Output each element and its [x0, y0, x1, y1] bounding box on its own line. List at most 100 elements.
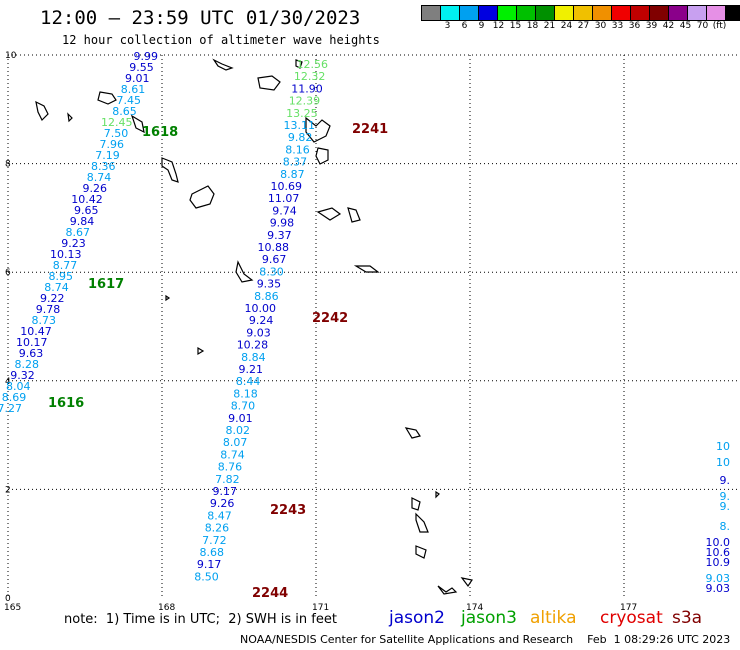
- swh-value: 10.6: [706, 546, 731, 559]
- swh-value: 9.65: [74, 204, 99, 217]
- swh-value: 9.21: [239, 363, 264, 376]
- swh-value: 10: [716, 440, 730, 453]
- y-tick-label: 4: [5, 377, 11, 387]
- swh-value: 9.32: [10, 369, 35, 382]
- swh-value: 10.47: [20, 325, 52, 338]
- swh-value: 9.22: [40, 292, 65, 305]
- island: [315, 147, 329, 165]
- legend-label: 15: [509, 21, 522, 31]
- y-tick-label: 10: [5, 51, 17, 61]
- swh-value: 9.: [720, 490, 731, 503]
- swh-value: 9.17: [213, 485, 238, 498]
- footer-note: note: 1) Time is in UTC; 2) SWH is in fe…: [64, 612, 337, 627]
- legend-label: 9: [478, 21, 485, 31]
- island: [415, 512, 429, 533]
- satellite-cryosat: cryosat: [600, 608, 663, 628]
- swh-value: 8.18: [233, 387, 258, 400]
- swh-value: 9.98: [270, 217, 295, 230]
- swh-value: 8.04: [6, 380, 31, 393]
- swh-value: 10.17: [16, 336, 48, 349]
- x-tick-label: 165: [4, 603, 21, 613]
- island: [353, 265, 380, 273]
- swh-value: 9.67: [262, 253, 287, 266]
- swh-value: 9.84: [70, 215, 95, 228]
- island: [435, 490, 440, 499]
- island: [189, 185, 215, 209]
- island: [212, 58, 234, 71]
- color-legend: [421, 5, 740, 21]
- pass-time-label: 2242: [312, 311, 348, 326]
- swh-value: 9.03: [706, 582, 731, 595]
- swh-value: 8.47: [207, 509, 232, 522]
- swh-value: 9.03: [706, 572, 731, 585]
- swh-value: 9.03: [246, 326, 271, 339]
- swh-value: 8.68: [200, 546, 225, 559]
- swh-value: 8.50: [194, 570, 219, 583]
- swh-value: 7.27: [0, 402, 22, 415]
- swh-value: 10.13: [50, 248, 82, 261]
- legend-label: 33: [611, 21, 624, 31]
- swh-value: 10.42: [71, 193, 103, 206]
- swh-value: 10: [716, 456, 730, 469]
- x-tick-label: 177: [620, 603, 637, 613]
- swh-value: 9.82: [288, 131, 313, 144]
- swh-value: 13.11: [284, 119, 316, 132]
- legend-label: 6: [461, 21, 468, 31]
- island: [130, 114, 145, 134]
- swh-value: 7.72: [202, 534, 227, 547]
- swh-value: 8.74: [44, 281, 69, 294]
- y-tick-label: 2: [5, 485, 11, 495]
- legend-label: 70: [696, 21, 709, 31]
- swh-value: 8.30: [259, 265, 284, 278]
- swh-value: 12.45: [101, 116, 133, 129]
- swh-value: 8.: [720, 520, 731, 533]
- legend-label: 36: [628, 21, 641, 31]
- y-tick-label: 0: [5, 594, 11, 604]
- swh-value: 11.07: [268, 192, 300, 205]
- legend-label: 18: [526, 21, 539, 31]
- pass-time-label: 1617: [88, 277, 124, 292]
- swh-value: 9.24: [249, 314, 274, 327]
- swh-value: 8.95: [49, 270, 74, 283]
- swh-value: 8.44: [236, 375, 261, 388]
- swh-value: 9.26: [210, 497, 235, 510]
- satellite-altika: altika: [530, 608, 577, 628]
- legend-label: 39: [645, 21, 658, 31]
- island: [305, 116, 331, 143]
- coastlines: [35, 58, 473, 595]
- y-tick-label: 6: [5, 268, 11, 278]
- swh-value: 7.19: [95, 149, 120, 162]
- legend-swatch: [725, 5, 740, 21]
- swh-value: 10.9: [706, 556, 731, 569]
- swh-value: 8.28: [15, 358, 40, 371]
- island: [460, 577, 473, 588]
- pass-time-label: 2244: [252, 586, 288, 601]
- swh-value: 10.00: [245, 302, 277, 315]
- legend-label: 30: [594, 21, 607, 31]
- swh-value: 8.37: [283, 156, 308, 169]
- island: [235, 260, 254, 283]
- map-subtitle: 12 hour collection of altimeter wave hei…: [62, 33, 380, 47]
- swh-value: 8.02: [226, 424, 251, 437]
- swh-value: 8.61: [121, 83, 146, 96]
- legend-label: 27: [577, 21, 590, 31]
- swh-value: 10.88: [258, 241, 290, 254]
- swh-value: 9.63: [19, 347, 44, 360]
- swh-value: 9.37: [267, 229, 292, 242]
- swh-value: 8.74: [87, 171, 112, 184]
- swh-value: 8.86: [254, 290, 279, 303]
- lat-lon-grid: 165 168 171 174 177 0 2 4 6 8 10: [4, 51, 740, 613]
- pass-time-label: 2241: [352, 122, 388, 137]
- island: [415, 545, 427, 559]
- swh-value: 7.96: [100, 138, 125, 151]
- island: [97, 91, 117, 105]
- credit-line: NOAA/NESDIS Center for Satellite Applica…: [240, 633, 731, 646]
- island: [404, 427, 421, 439]
- legend-label: 45: [679, 21, 692, 31]
- swh-value: 9.01: [228, 412, 253, 425]
- swh-value: 9.: [720, 474, 731, 487]
- swh-value: 9.55: [129, 61, 154, 74]
- island: [67, 112, 73, 123]
- swh-value: 12.39: [289, 95, 321, 108]
